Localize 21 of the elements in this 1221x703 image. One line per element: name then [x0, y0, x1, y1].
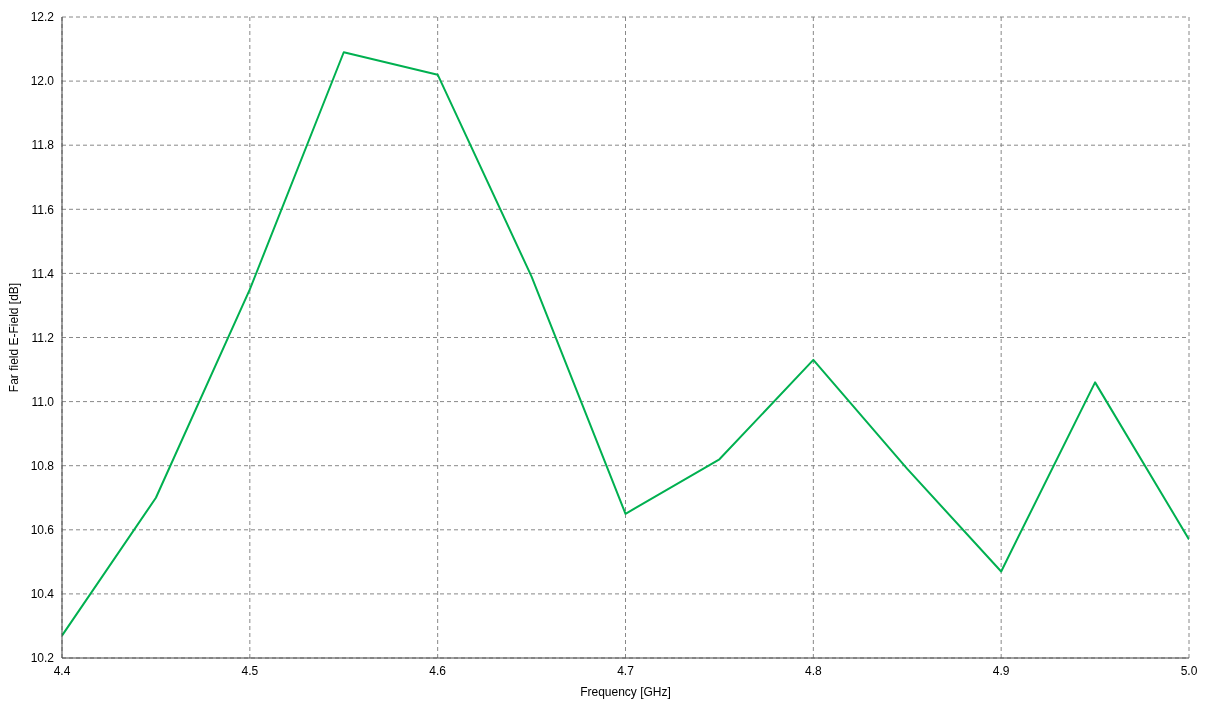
x-tick-label: 4.9: [992, 663, 1010, 678]
y-tick-label: 10.2: [30, 651, 55, 666]
y-tick-label: 10.4: [30, 587, 55, 602]
x-tick-label: 4.8: [804, 663, 822, 678]
x-tick-label: 4.7: [617, 663, 635, 678]
y-tick-label: 11.2: [31, 330, 55, 345]
x-tick-label: 5.0: [1180, 663, 1198, 678]
x-axis-title: Frequency [GHz]: [580, 685, 671, 699]
line-series: [62, 51, 1189, 637]
y-tick-label: 12.0: [30, 74, 55, 89]
y-tick-label: 11.6: [31, 202, 55, 217]
x-tick-label: 4.5: [241, 663, 259, 678]
y-axis-title: Far field E-Field [dB]: [7, 282, 22, 393]
x-tick-label: 4.4: [53, 663, 71, 678]
y-tick-label: 10.6: [30, 523, 55, 538]
y-tick-label: 10.8: [30, 458, 55, 473]
y-tick-label: 11.0: [31, 394, 55, 409]
y-tick-label: 12.2: [30, 10, 55, 25]
y-tick-label: 11.4: [31, 266, 55, 281]
x-tick-label: 4.6: [429, 663, 447, 678]
y-tick-label: 11.8: [31, 138, 55, 153]
